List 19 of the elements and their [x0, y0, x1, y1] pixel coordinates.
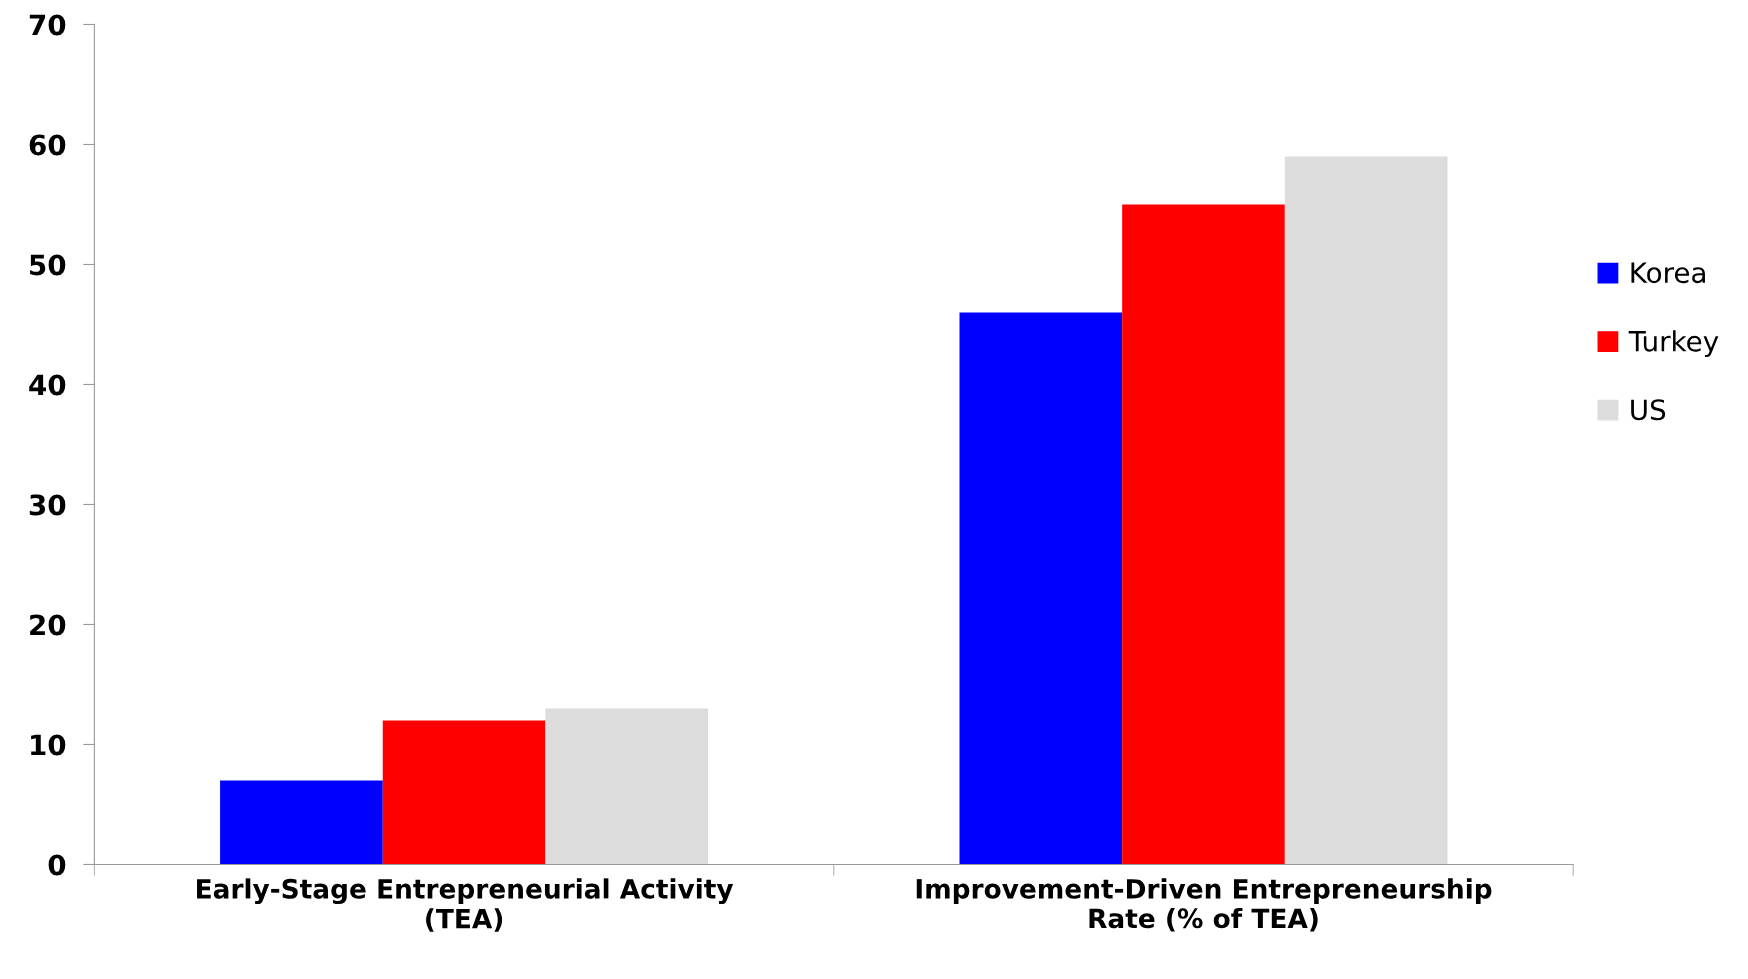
legend-label: Korea: [1631, 262, 1705, 284]
y-tick-label: 10: [31, 734, 66, 756]
y-tick-label: 30: [29, 494, 66, 516]
y-tick-label: 70: [29, 14, 66, 36]
bar: [382, 720, 546, 865]
bar: [1122, 204, 1285, 865]
x-tick-label: Improvement-Driven Entrepreneurship Rate (% of TEA): [916, 878, 1492, 932]
bar: [1284, 156, 1448, 865]
y-tick-label: 60: [29, 134, 66, 156]
legend-label: Turkey: [1628, 330, 1719, 358]
bar: [545, 708, 709, 865]
y-tick-label: 40: [29, 374, 66, 396]
y-tick-label: 50: [30, 254, 66, 276]
bar: [959, 312, 1123, 865]
y-tick-label: 0: [48, 854, 66, 876]
bar: [220, 780, 383, 865]
legend-label: US: [1631, 399, 1666, 421]
y-tick-label: 20: [30, 614, 66, 636]
x-tick-label: Early-Stage Entrepreneurial Activity (TEA): [197, 878, 734, 932]
